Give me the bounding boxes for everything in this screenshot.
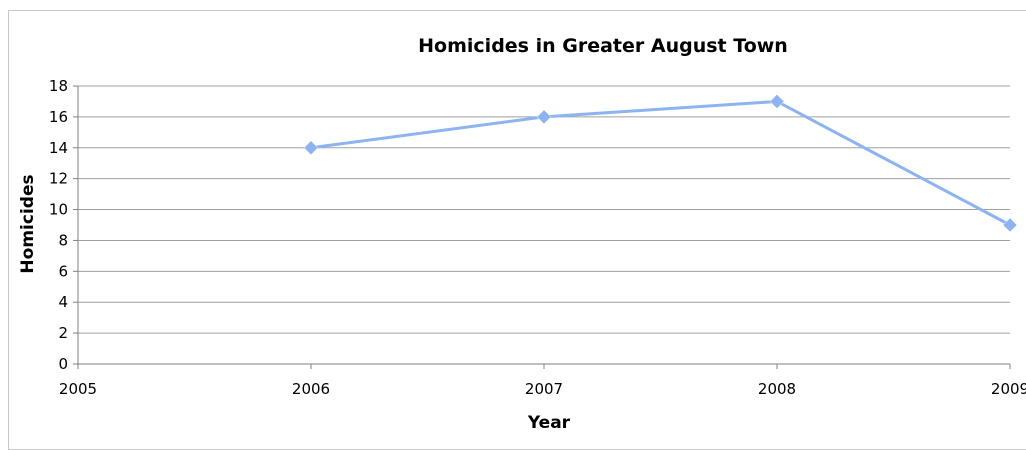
data-point-2009 xyxy=(1003,218,1017,232)
x-axis-title: Year xyxy=(527,413,571,433)
series-line xyxy=(311,101,1010,225)
data-point-2008 xyxy=(770,94,784,108)
y-tick-label: 0 xyxy=(58,355,68,373)
y-tick-label: 2 xyxy=(58,324,68,342)
data-point-2006 xyxy=(304,141,318,155)
series-homicides xyxy=(304,94,1017,232)
x-tick-label: 2007 xyxy=(525,380,563,398)
data-point-2007 xyxy=(537,110,551,124)
axes xyxy=(73,86,1010,369)
x-tick-label: 2009 xyxy=(991,380,1026,398)
y-tick-labels: 0 2 4 6 8 10 12 14 16 18 xyxy=(49,77,68,373)
y-tick-label: 8 xyxy=(58,231,68,249)
y-tick-label: 12 xyxy=(49,170,68,188)
y-tick-label: 4 xyxy=(58,293,68,311)
y-tick-label: 16 xyxy=(49,108,68,126)
y-axis-title: Homicides xyxy=(18,174,38,273)
x-tick-label: 2006 xyxy=(292,380,330,398)
x-tick-label: 2008 xyxy=(758,380,796,398)
y-tick-label: 6 xyxy=(58,262,68,280)
y-tick-label: 10 xyxy=(49,201,68,219)
x-tick-labels: 2005 2006 2007 2008 2009 xyxy=(59,380,1026,398)
x-tick-label: 2005 xyxy=(59,380,97,398)
y-tick-label: 18 xyxy=(49,77,68,95)
y-tick-label: 14 xyxy=(49,139,68,157)
chart-title: Homicides in Greater August Town xyxy=(418,35,788,57)
